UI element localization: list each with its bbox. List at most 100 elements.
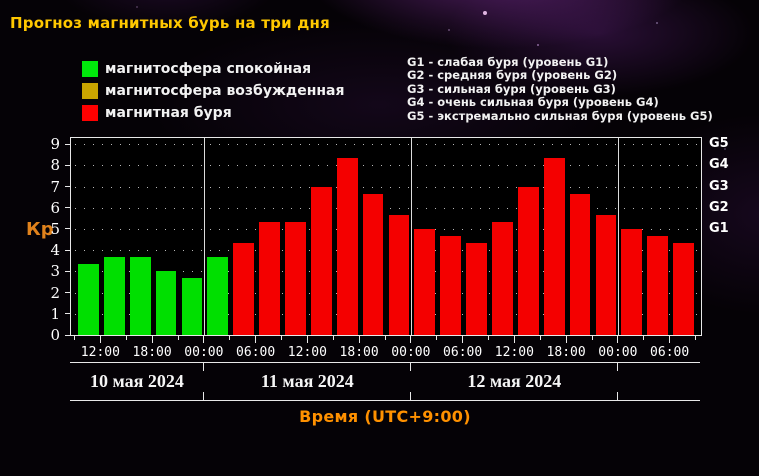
- grid-dots-row: [75, 186, 697, 188]
- grid-dots-row: [75, 313, 697, 315]
- y-tick-mark: [65, 249, 70, 251]
- kp-bar: [129, 257, 151, 335]
- day-divider-line: [204, 138, 206, 335]
- x-tick-mark: [513, 336, 515, 343]
- kp-bar: [103, 257, 125, 335]
- g-scale-label: G4: [709, 157, 729, 173]
- kp-bar: [310, 186, 332, 335]
- x-tick-mark: [669, 336, 671, 343]
- x-tick-mark: [617, 336, 619, 343]
- storm-scale-line-g3: G3 - сильная буря (уровень G3): [407, 81, 616, 96]
- right-axis-g-scale: G5 G4 G3 G2 G1: [702, 136, 752, 335]
- x-tick-mark: [488, 336, 489, 340]
- kp-bar: [517, 186, 539, 335]
- x-axis-title: Время (UTC+9:00): [299, 407, 471, 426]
- y-tick-label: 6: [50, 198, 60, 217]
- y-tick-label: 2: [50, 283, 60, 302]
- y-tick-mark: [65, 143, 70, 145]
- x-tick-mark: [332, 336, 334, 340]
- x-tick-mark: [384, 336, 386, 340]
- x-tick-label: 18:00: [546, 345, 586, 360]
- kp-bar: [388, 214, 410, 335]
- y-tick-label: 5: [50, 219, 60, 238]
- x-tick-label: 12:00: [287, 345, 327, 360]
- date-section-label: [618, 363, 700, 400]
- kp-bar: [621, 228, 643, 335]
- x-tick-label: 00:00: [184, 345, 224, 360]
- day-divider-line: [618, 138, 620, 335]
- kp-bar: [233, 243, 255, 335]
- grid-dots-row: [75, 207, 697, 209]
- y-tick-mark: [65, 270, 70, 272]
- kp-bar: [414, 228, 436, 335]
- x-tick-mark: [203, 336, 205, 343]
- date-section-label: 12 мая 2024: [467, 371, 562, 391]
- y-tick-label: 0: [50, 326, 60, 344]
- x-tick-mark: [306, 336, 308, 343]
- kp-bar: [673, 243, 694, 335]
- x-tick-label: 12:00: [80, 345, 120, 360]
- date-divider-tick-top: [203, 363, 205, 371]
- storm-scale-line-g1: G1 - слабая буря (уровень G1): [407, 55, 609, 69]
- storm-scale-legend: G1 - слабая буря (уровень G1) G2 - средн…: [407, 55, 713, 123]
- legend-swatch-quiet: [82, 61, 98, 77]
- grid-dots-row: [75, 228, 697, 230]
- legend-swatch-storm: [82, 105, 98, 121]
- grid-dots-row: [75, 292, 697, 294]
- x-tick-mark: [99, 336, 101, 343]
- grid-dots-row: [75, 144, 697, 146]
- g-scale-label: G2: [709, 199, 729, 215]
- kp-bar: [207, 257, 229, 335]
- day-divider-line: [411, 138, 413, 335]
- plot-area: [70, 137, 702, 336]
- legend-label: магнитосфера спокойная: [105, 61, 312, 77]
- y-tick-mark: [65, 334, 70, 336]
- y-tick-mark: [65, 186, 70, 188]
- x-tick-mark: [151, 336, 153, 343]
- kp-bar: [595, 214, 617, 335]
- legend-label: магнитная буря: [105, 105, 232, 121]
- x-tick-mark: [358, 336, 360, 343]
- storm-scale-line-g2: G2 - средняя буря (уровень G2): [407, 68, 618, 83]
- grid-dots-row: [75, 250, 697, 252]
- x-tick-label: 06:00: [443, 345, 483, 360]
- x-tick-label: 18:00: [132, 345, 172, 360]
- date-section-label: 10 мая 2024: [89, 371, 184, 391]
- kp-bar: [285, 221, 306, 335]
- kp-bar: [440, 235, 462, 335]
- date-divider-tick-bottom: [203, 392, 205, 400]
- kp-bar: [647, 235, 669, 335]
- storm-scale-line-g4: G4 - очень сильная буря (уровень G4): [407, 95, 659, 110]
- grid-dots-row: [75, 271, 697, 273]
- kp-bar: [259, 221, 280, 335]
- date-section-label: 11 мая 2024: [260, 371, 354, 391]
- y-tick-mark: [65, 313, 70, 315]
- y-tick-mark: [65, 207, 70, 209]
- x-tick-mark: [591, 336, 593, 340]
- x-tick-mark: [281, 336, 282, 340]
- storm-scale-line-g5: G5 - экстремально сильная буря (уровень …: [407, 108, 713, 123]
- y-tick-label: 3: [50, 262, 60, 281]
- y-tick-mark: [65, 228, 70, 230]
- x-tick-mark: [74, 336, 75, 340]
- kp-bar: [181, 278, 203, 335]
- g-scale-label: G5: [709, 136, 729, 152]
- grid-dots-row: [75, 165, 697, 167]
- kp-bar: [362, 193, 384, 335]
- kp-bar: [543, 158, 565, 335]
- x-tick-label: 00:00: [391, 345, 431, 360]
- y-tick-label: 9: [50, 135, 60, 154]
- legend-item-storm: магнитная буря: [82, 105, 344, 121]
- x-tick-label: 06:00: [650, 345, 690, 360]
- y-tick-label: 8: [50, 156, 60, 175]
- x-tick-label: 00:00: [598, 345, 638, 360]
- legend-label: магнитосфера возбужденная: [105, 83, 345, 99]
- kp-bar: [336, 158, 358, 335]
- x-tick-mark: [565, 336, 567, 343]
- x-tick-mark: [410, 336, 412, 343]
- x-tick-mark: [643, 336, 645, 340]
- stars-decoration: [0, 0, 2, 2]
- x-tick-label: 06:00: [236, 345, 276, 360]
- date-divider-tick-top: [410, 363, 412, 371]
- x-tick-mark: [539, 336, 541, 340]
